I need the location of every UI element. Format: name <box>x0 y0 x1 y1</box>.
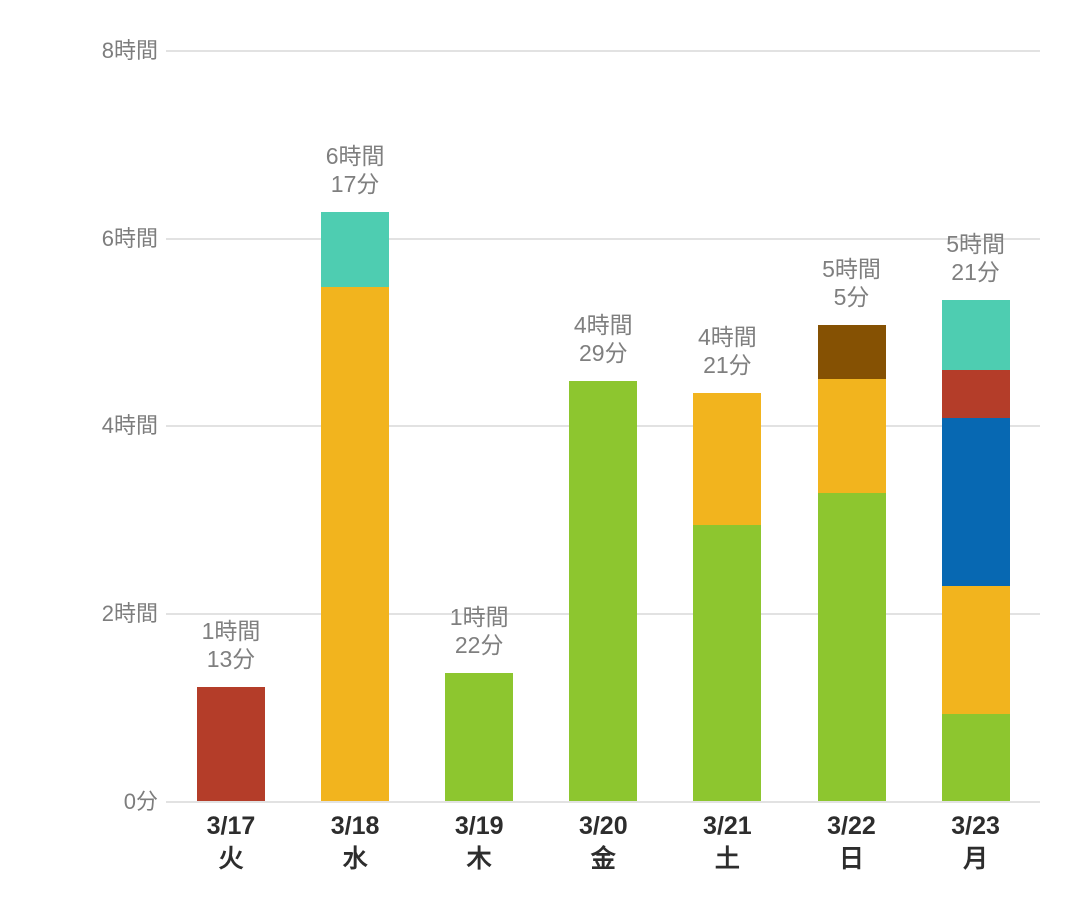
bar-total-label-line: 4時間 <box>697 324 757 351</box>
x-axis-label-3-22: 3/22 日 <box>782 810 922 876</box>
bar-total-label-line: 22分 <box>454 632 504 659</box>
date-label: 3/17 <box>206 811 256 840</box>
teal-segment[interactable] <box>941 299 1010 370</box>
weekday-label: 日 <box>838 844 864 873</box>
weekday-label: 火 <box>218 844 244 873</box>
bar-total-label-line: 1時間 <box>201 618 261 645</box>
orange-segment[interactable] <box>321 287 390 802</box>
bar-total-label-line: 5時間 <box>946 230 1005 257</box>
y-tick-label: 2時間 <box>101 600 158 626</box>
bar-total-label-line: 5時間 <box>822 255 881 282</box>
bar-3-20[interactable] <box>569 380 638 802</box>
bar-total-label-line: 4時間 <box>573 311 633 338</box>
orange-segment[interactable] <box>941 585 1010 714</box>
date-label: 3/19 <box>454 811 504 840</box>
bar-3-22[interactable] <box>817 324 886 802</box>
teal-segment[interactable] <box>321 212 390 288</box>
date-label: 3/21 <box>703 811 752 840</box>
bar-total-label-line: 6時間 <box>325 143 385 170</box>
x-axis-label-3-20: 3/20 金 <box>533 810 673 876</box>
x-axis-label-3-19: 3/19 木 <box>409 810 549 876</box>
green-segment[interactable] <box>941 713 1010 802</box>
bar-total-label-line: 1時間 <box>449 604 509 631</box>
date-label: 3/20 <box>578 811 628 840</box>
red-segment[interactable] <box>197 687 265 802</box>
x-axis-label-3-23: 3/23 月 <box>906 810 1046 876</box>
bar-total-label-line: 13分 <box>206 646 256 673</box>
weekday-label: 金 <box>590 844 616 873</box>
red-segment[interactable] <box>941 369 1010 419</box>
bar-3-23[interactable] <box>941 299 1010 802</box>
x-axis-label-3-21: 3/21 土 <box>657 810 797 876</box>
date-label: 3/22 <box>827 811 876 840</box>
y-tick-label: 8時間 <box>101 38 158 63</box>
bar-total-label: 1時間 22分 <box>404 603 554 659</box>
bar-3-21[interactable] <box>693 393 762 802</box>
green-segment[interactable] <box>569 380 638 802</box>
bar-3-19[interactable] <box>445 673 514 802</box>
blue-segment[interactable] <box>941 418 1010 586</box>
y-tick-label: 6時間 <box>101 225 158 251</box>
bar-total-label: 4時間 29分 <box>528 311 678 367</box>
orange-segment[interactable] <box>693 393 762 525</box>
date-label: 3/18 <box>330 811 380 840</box>
brown-segment[interactable] <box>817 324 886 380</box>
gridline-8時間 <box>166 50 1040 52</box>
green-segment[interactable] <box>693 524 762 802</box>
bar-total-label: 6時間 17分 <box>280 142 430 198</box>
bar-total-label: 5時間 5分 <box>777 255 927 311</box>
bar-total-label-line: 5分 <box>833 283 870 310</box>
weekday-label: 月 <box>963 844 989 873</box>
date-label: 3/23 <box>951 811 1000 840</box>
y-tick-label: 4時間 <box>101 413 158 439</box>
weekday-label: 水 <box>342 844 368 873</box>
bar-total-label-line: 21分 <box>951 258 1000 285</box>
bar-total-label-line: 29分 <box>579 339 628 366</box>
bar-total-label-line: 17分 <box>330 171 380 198</box>
orange-segment[interactable] <box>817 379 886 494</box>
x-axis-label-3-17: 3/17 火 <box>161 810 301 876</box>
weekday-label: 土 <box>714 844 740 873</box>
y-tick-label: 0分 <box>123 788 158 814</box>
x-axis-label-3-18: 3/18 水 <box>285 810 425 876</box>
green-segment[interactable] <box>817 493 886 802</box>
bar-total-label-line: 21分 <box>703 352 752 379</box>
weekday-label: 木 <box>466 844 492 873</box>
bar-total-label: 4時間 21分 <box>652 323 802 379</box>
bar-total-label: 1時間 13分 <box>156 617 306 673</box>
green-segment[interactable] <box>445 673 514 802</box>
bar-3-17[interactable] <box>197 687 265 802</box>
bar-3-18[interactable] <box>321 212 390 802</box>
bar-total-label: 5時間 21分 <box>901 230 1051 286</box>
